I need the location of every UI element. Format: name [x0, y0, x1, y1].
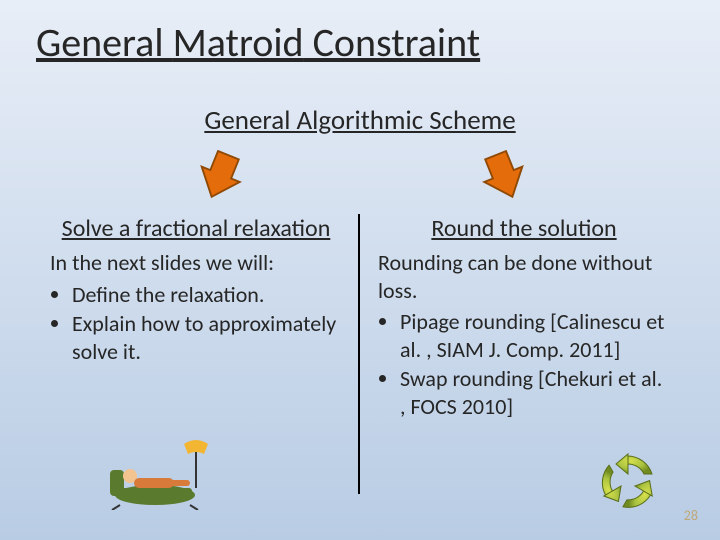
- list-item: Define the relaxation.: [72, 281, 342, 309]
- list-item: Explain how to approximately solve it.: [72, 310, 342, 365]
- list-item: Pipage rounding [Calinescu et al. , SIAM…: [400, 308, 670, 363]
- left-lead: In the next slides we will:: [50, 249, 342, 277]
- title-suffix: Constraint: [304, 18, 481, 67]
- slide-number: 28: [684, 507, 698, 524]
- right-heading: Round the solution: [378, 214, 670, 243]
- list-item: Swap rounding [Chekuri et al. , FOCS 201…: [400, 365, 670, 420]
- arrow-fill: [477, 148, 532, 204]
- right-column: Round the solution Rounding can be done …: [360, 214, 688, 422]
- arrow-fill: [193, 148, 248, 204]
- arrow-down-right-icon: [476, 148, 532, 204]
- subtitle: General Algorithmic Scheme: [0, 104, 720, 137]
- right-lead: Rounding can be done without loss.: [378, 249, 670, 304]
- title-prefix: General: [36, 18, 173, 67]
- slide-title: General Matroid Constraint: [36, 18, 480, 67]
- arrow-down-left-icon: [192, 148, 248, 204]
- left-heading: Solve a fractional relaxation: [50, 214, 342, 243]
- right-bullets: Pipage rounding [Calinescu et al. , SIAM…: [378, 308, 670, 420]
- title-highlight: Matroid: [173, 18, 304, 67]
- relaxation-icon: [100, 440, 210, 510]
- left-bullets: Define the relaxation. Explain how to ap…: [50, 281, 342, 366]
- columns: Solve a fractional relaxation In the nex…: [32, 214, 688, 422]
- left-column: Solve a fractional relaxation In the nex…: [32, 214, 360, 422]
- recycle-icon: [596, 450, 660, 514]
